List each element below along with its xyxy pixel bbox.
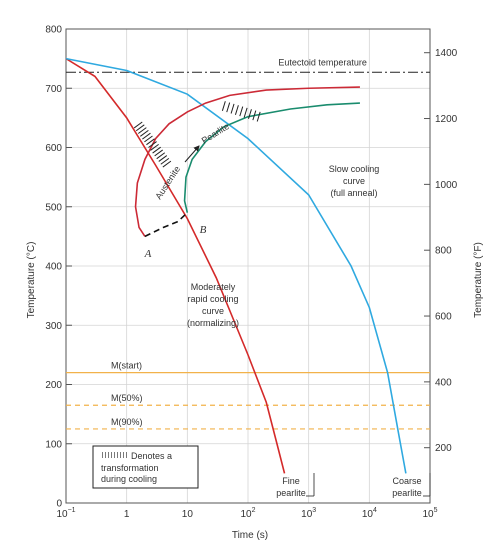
label-a: A (144, 248, 152, 260)
y-axis-title-right: Temperature (°F) (473, 242, 484, 318)
y-tick-label: 800 (45, 25, 62, 36)
hatch-mark (160, 157, 170, 165)
cooling-curve-1 (65, 57, 407, 474)
fine-line-2: pearlite (276, 488, 306, 498)
hatch-mark (154, 149, 164, 157)
transformation-curve-finish (183, 102, 360, 213)
y-axis-title: Temperature (°C) (26, 242, 37, 319)
y-right-tick-label: 1400 (435, 48, 458, 59)
y-tick-label: 500 (45, 202, 62, 213)
coarse-line-2: pearlite (392, 488, 422, 498)
label-b: B (200, 224, 207, 236)
fine-line-1: Fine (282, 476, 300, 486)
cooling-curve-0 (65, 57, 286, 474)
hatch-mark (146, 138, 155, 146)
eutectoid-line: Eutectoid temperature (66, 57, 430, 73)
transformation-hatches (133, 101, 261, 168)
curves (65, 57, 407, 474)
hatch-mark (140, 130, 149, 137)
y-tick-label: 400 (45, 262, 62, 273)
martensite-label: M(90%) (111, 417, 143, 427)
x-tick-label: 105 (422, 507, 437, 520)
x-tick-label: 10 (182, 509, 194, 520)
slow-line-3: (full anneal) (330, 188, 377, 198)
moderate-line-2: rapid cooling (187, 294, 238, 304)
coarse-pearlite-annotation: Coarse pearlite (392, 473, 431, 498)
hatch-mark (239, 106, 244, 117)
y-right-tick-label: 600 (435, 312, 452, 323)
legend-hatch-sample (101, 452, 127, 458)
hatch-mark (256, 111, 261, 122)
hatch-mark (248, 109, 252, 119)
y-tick-label: 600 (45, 143, 62, 154)
legend-line-2: transformation (101, 463, 159, 473)
y-tick-label: 700 (45, 84, 62, 95)
legend-line-1: Denotes a (131, 451, 172, 461)
x-tick-label: 10−1 (56, 507, 75, 520)
hatch-mark (230, 103, 235, 114)
hatch-mark (152, 146, 161, 154)
hatch-mark (133, 121, 143, 129)
hatch-mark (226, 102, 231, 113)
martensite-lines: M(start) M(50%) M(90%) (66, 361, 430, 430)
y-tick-label: 100 (45, 439, 62, 450)
hatch-mark (221, 101, 226, 111)
fine-pearlite-annotation: Fine pearlite (276, 473, 315, 498)
hatch-mark (142, 132, 151, 140)
pearlite-label: Pearlite (200, 121, 231, 146)
hatch-mark (158, 155, 168, 162)
martensite-label: M(50%) (111, 393, 143, 403)
y-tick-label: 0 (56, 499, 62, 510)
transformation-curve-start (134, 86, 360, 237)
y-tick-label: 300 (45, 321, 62, 332)
y-right-tick-label: 800 (435, 246, 452, 257)
hatch-mark (243, 107, 248, 118)
slow-curve-annotation: Slow cooling curve (full anneal) (329, 164, 380, 198)
y-right-tick-label: 1200 (435, 114, 458, 125)
moderate-line-4: (normalizing) (187, 318, 239, 328)
x-axis-title: Time (s) (232, 530, 268, 541)
y-right-tick-label: 1000 (435, 180, 458, 191)
martensite-label: M(start) (111, 361, 142, 371)
hatch-mark (137, 127, 147, 134)
dashed-segment-ab (144, 212, 188, 238)
y-right-tick-label: 200 (435, 443, 452, 454)
hatch-mark (135, 124, 145, 132)
moderate-line-1: Moderately (191, 282, 236, 292)
austenite-pearlite-arrow (184, 145, 200, 163)
x-tick-label: 1 (124, 509, 130, 520)
coarse-line-1: Coarse (392, 476, 421, 486)
y-tick-label: 200 (45, 380, 62, 391)
x-tick-label: 103 (301, 507, 316, 520)
slow-line-1: Slow cooling (329, 164, 380, 174)
hatch-mark (234, 105, 239, 115)
y-right-tick-label: 400 (435, 377, 452, 388)
x-tick-label: 102 (240, 507, 255, 520)
slow-line-2: curve (343, 176, 365, 186)
hatch-mark (156, 152, 166, 160)
grid-lines (66, 29, 430, 503)
legend-box: Denotes a transformation during cooling (92, 445, 199, 489)
hatch-mark (148, 141, 157, 148)
hatch-mark (150, 143, 159, 151)
tick-labels: 0 100 200 300 400 500 600 700 800 200 400 600 800 100… (45, 25, 457, 521)
moderate-line-3: curve (202, 306, 224, 316)
legend-line-3: during cooling (101, 474, 157, 484)
hatch-mark (162, 160, 172, 168)
annotations: Austenite Pearlite A B Moderately rapid … (92, 121, 431, 498)
moderate-curve-annotation: Moderately rapid cooling curve (normaliz… (187, 282, 239, 328)
x-tick-label: 104 (362, 507, 377, 520)
hatch-mark (144, 135, 153, 143)
hatch-mark (252, 110, 257, 121)
eutectoid-temperature-label: Eutectoid temperature (278, 57, 367, 67)
